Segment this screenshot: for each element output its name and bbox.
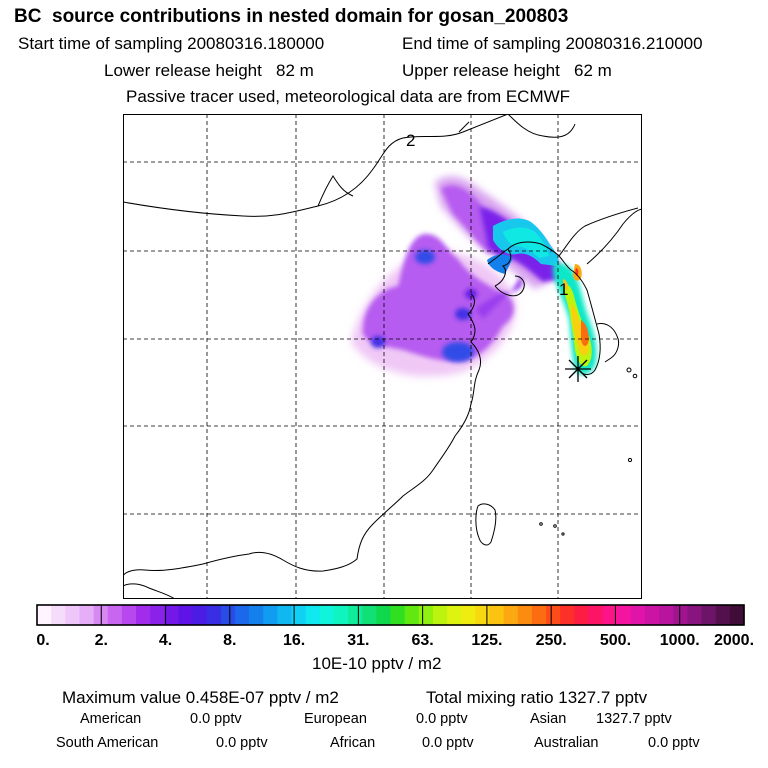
colorbar-tick-label: 4. xyxy=(158,632,173,649)
maximum-value-label: Maximum value 0.458E-07 pptv / m2 xyxy=(62,688,339,707)
south-american-value: 0.0 pptv xyxy=(216,735,268,751)
colorbar-cell xyxy=(574,605,590,625)
colorbar-cell xyxy=(602,605,618,625)
colorbar-cell xyxy=(447,605,462,625)
colorbar-tick-label: 2. xyxy=(94,632,108,649)
colorbar-tick-label: 0. xyxy=(36,632,50,649)
colorbar-cell xyxy=(461,605,476,625)
colorbar-cell xyxy=(418,605,434,625)
european-label: European xyxy=(304,711,367,727)
total-mixing-ratio-label: Total mixing ratio 1327.7 pptv xyxy=(426,688,648,707)
colorbar-cell xyxy=(319,605,335,625)
colorbar-tick-label: 125. xyxy=(471,632,503,649)
colorbar-tick-label: 63. xyxy=(411,632,434,649)
lower-release-label: Lower release height 82 m xyxy=(104,61,314,80)
colorbar-cell xyxy=(404,605,420,625)
colorbar-cell xyxy=(531,605,547,625)
colorbar-cell xyxy=(206,605,222,625)
colorbar-cell xyxy=(432,605,448,625)
colorbar-cell xyxy=(107,605,123,625)
colorbar-tick-label: 1000. xyxy=(659,632,700,649)
footprint-map: 2 1 xyxy=(123,114,642,599)
colorbar xyxy=(36,604,745,626)
colorbar-cell xyxy=(546,605,561,625)
start-time-label: Start time of sampling 20080316.180000 xyxy=(18,34,325,53)
european-value: 0.0 pptv xyxy=(416,711,468,727)
colorbar-cell xyxy=(65,605,81,625)
colorbar-cell xyxy=(645,605,660,625)
colorbar-cell xyxy=(220,605,236,625)
colorbar-cell xyxy=(178,605,194,625)
colorbar-cell xyxy=(305,605,321,625)
colorbar-cell xyxy=(489,605,505,625)
colorbar-cell xyxy=(659,605,674,625)
colorbar-cell xyxy=(687,605,703,625)
colorbar-cell xyxy=(503,605,519,625)
upper-release-label: Upper release height 62 m xyxy=(402,61,612,80)
map-frame xyxy=(123,114,642,599)
graticule xyxy=(123,114,642,599)
colorbar-cell xyxy=(192,605,208,625)
colorbar-cell xyxy=(517,605,533,625)
coastlines xyxy=(123,114,642,599)
colorbar-cell xyxy=(630,605,646,625)
african-label: African xyxy=(330,735,376,751)
colorbar-tick-label: 16. xyxy=(282,632,306,649)
plume-field xyxy=(351,176,597,377)
colorbar-cell xyxy=(263,605,278,625)
american-label: American xyxy=(80,711,142,727)
colorbar-tick-label: 500. xyxy=(599,632,632,649)
colorbar-cell xyxy=(616,605,632,625)
asian-value: 1327.7 pptv xyxy=(596,711,672,727)
colorbar-cell xyxy=(121,605,137,625)
colorbar-cell xyxy=(164,605,179,625)
south-american-label: South American xyxy=(56,735,159,751)
colorbar-tick-label: 31. xyxy=(347,632,370,649)
colorbar-cell xyxy=(150,605,165,625)
colorbar-cell xyxy=(51,605,66,625)
colorbar-cell xyxy=(673,605,689,625)
australian-value: 0.0 pptv xyxy=(648,735,700,751)
colorbar-cell xyxy=(249,605,264,625)
colorbar-cell xyxy=(715,605,731,625)
colorbar-cell xyxy=(475,605,491,625)
colorbar-cell xyxy=(333,605,349,625)
colorbar-cell xyxy=(362,605,377,625)
colorbar-cell xyxy=(588,605,604,625)
receptor-star-icon xyxy=(565,356,591,382)
american-value: 0.0 pptv xyxy=(190,711,242,727)
colorbar-cell xyxy=(37,605,52,625)
colorbar-cell xyxy=(348,605,363,625)
colorbar-cell xyxy=(390,605,406,625)
tracer-note: Passive tracer used, meteorological data… xyxy=(126,87,571,106)
contour-label-2: 2 xyxy=(406,131,415,150)
australian-label: Australian xyxy=(534,735,599,751)
end-time-label: End time of sampling 20080316.210000 xyxy=(402,34,703,53)
colorbar-cell xyxy=(277,605,293,625)
asian-label: Asian xyxy=(530,711,567,727)
colorbar-unit-label: 10E-10 pptv / m2 xyxy=(312,654,442,673)
colorbar-tick-label: 8. xyxy=(223,632,237,649)
african-value: 0.0 pptv xyxy=(422,735,474,751)
colorbar-cell xyxy=(729,605,745,625)
colorbar-cell xyxy=(291,605,307,625)
contour-label-1: 1 xyxy=(559,280,568,299)
colorbar-cell xyxy=(234,605,250,625)
colorbar-tick-label: 250. xyxy=(535,632,567,649)
colorbar-cell xyxy=(79,605,95,625)
plot-title: BC source contributions in nested domain… xyxy=(14,6,569,27)
colorbar-cell xyxy=(376,605,392,625)
colorbar-cell xyxy=(135,605,151,625)
colorbar-cell xyxy=(560,605,575,625)
colorbar-tick-label: 2000. xyxy=(713,632,755,649)
colorbar-cell xyxy=(701,605,717,625)
